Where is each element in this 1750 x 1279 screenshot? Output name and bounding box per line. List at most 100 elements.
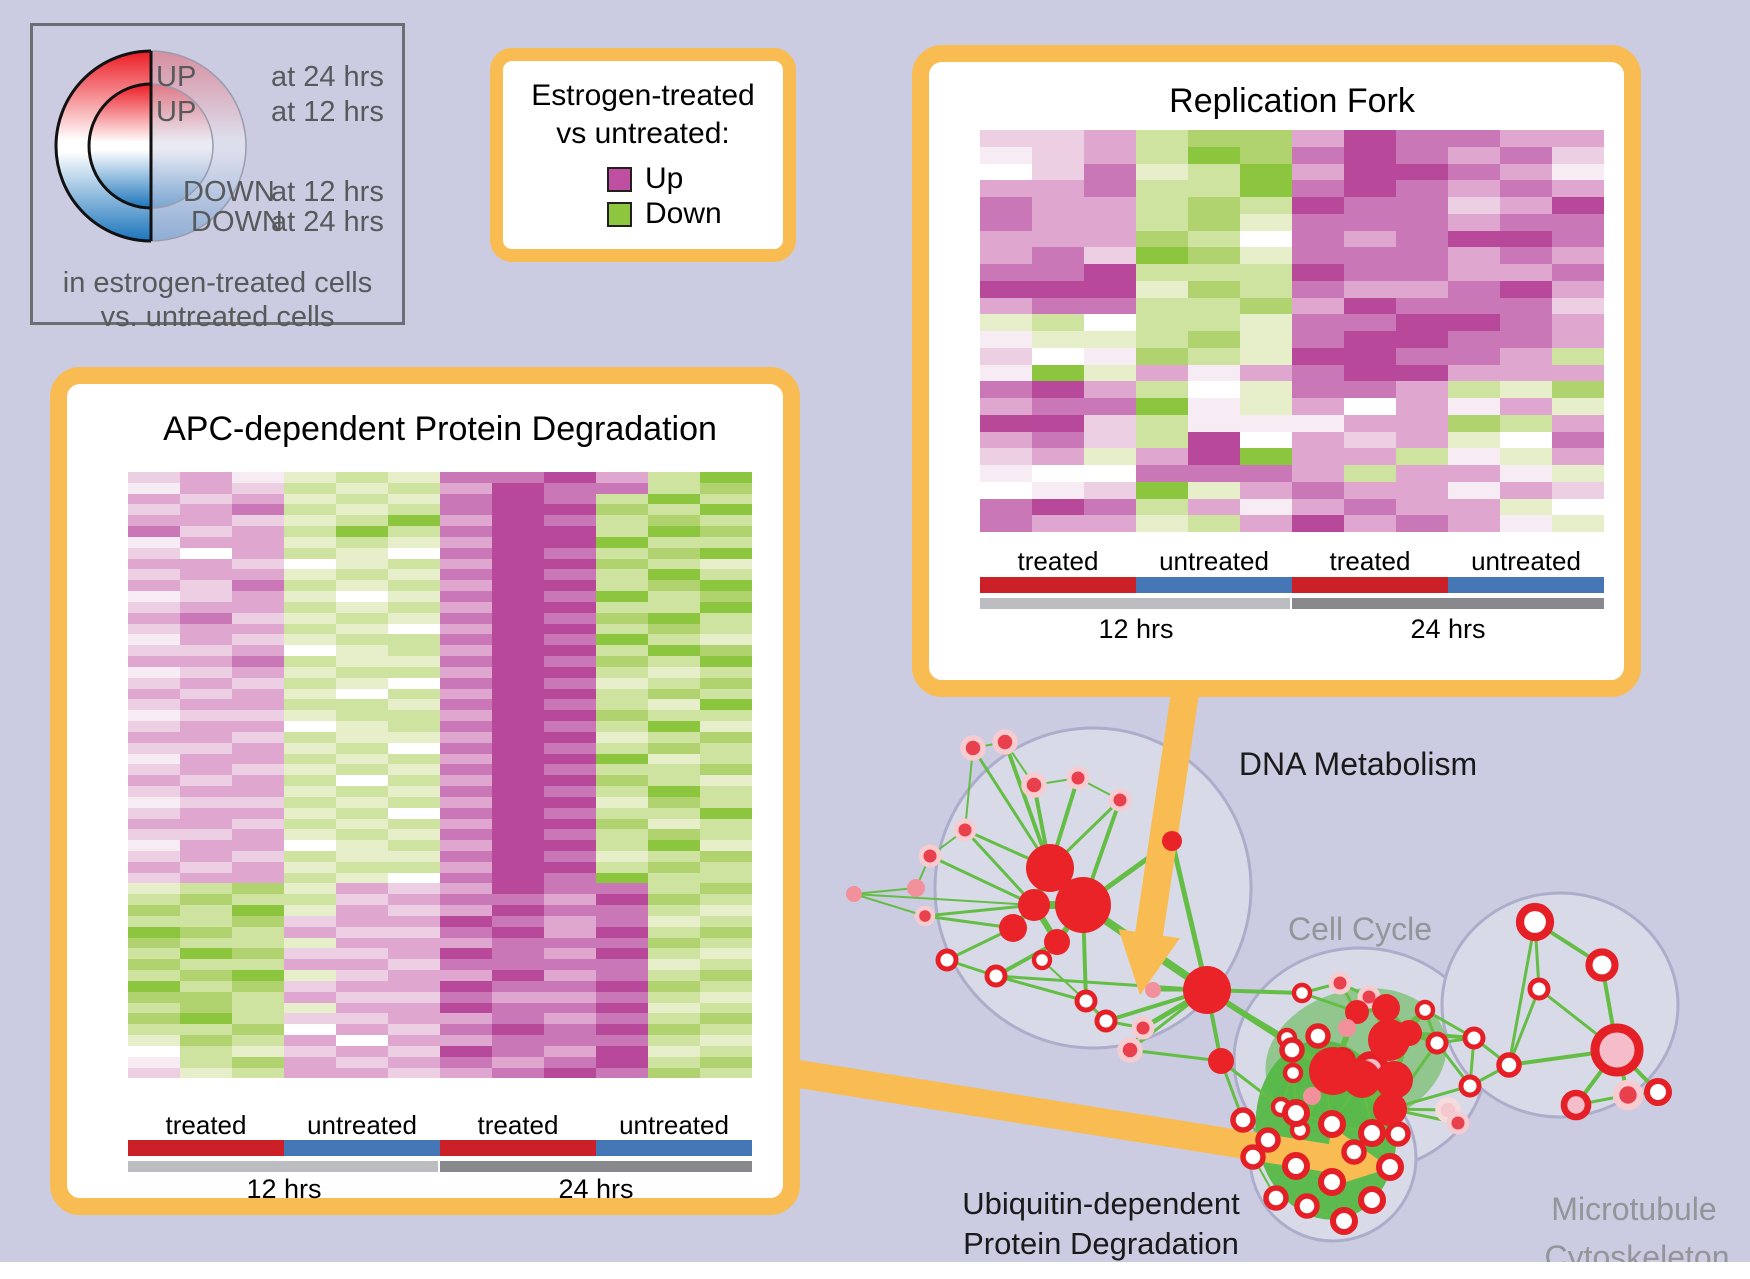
- rf-heatmap-cell: [1136, 314, 1188, 331]
- apc-heatmap-cell: [544, 883, 596, 895]
- rf-heatmap-cell: [980, 515, 1032, 532]
- apc-heatmap-cell: [648, 666, 700, 678]
- apc-heatmap-row: [128, 1002, 752, 1014]
- rf-heatmap-cell: [1396, 230, 1448, 248]
- rf-heatmap-cell: [1032, 431, 1084, 449]
- rf-heatmap-cell: [1344, 146, 1396, 164]
- apc-heatmap-cell: [180, 580, 232, 592]
- apc-heatmap-cell: [440, 980, 492, 992]
- apc-heatmap-cell: [440, 601, 492, 613]
- apc-heatmap-cell: [128, 731, 180, 743]
- apc-heatmap-cell: [336, 970, 388, 981]
- apc-heatmap-row: [128, 515, 752, 527]
- rf-heatmap-cell: [1240, 247, 1292, 264]
- apc-heatmap-cell: [336, 472, 388, 483]
- apc-heatmap-cell: [648, 688, 700, 700]
- apc-heatmap-row: [128, 569, 752, 581]
- apc-heatmap-cell: [180, 710, 232, 722]
- apc-heatmap-cell: [232, 591, 284, 602]
- apc-heatmap-cell: [596, 861, 648, 873]
- rf-heatmap-row: [980, 347, 1604, 365]
- apc-heatmap-cell: [544, 482, 596, 494]
- rf-heatmap-cell: [1188, 515, 1240, 532]
- gene-node-pr: [918, 844, 942, 868]
- rf-heatmap-cell: [980, 364, 1032, 382]
- apc-heatmap-cell: [180, 948, 232, 960]
- apc-heatmap-cell: [388, 515, 440, 527]
- apc-heatmap-cell: [284, 721, 336, 732]
- apc-heatmap-cell: [440, 710, 492, 722]
- rf-heatmap-cell: [1240, 431, 1292, 449]
- gene-node-w: [1094, 1009, 1118, 1033]
- apc-heatmap-cell: [336, 612, 388, 624]
- apc-heatmap-cell: [180, 547, 232, 559]
- apc-heatmap-cell: [180, 829, 232, 841]
- gene-node-r: [1055, 877, 1111, 933]
- apc-heatmap-cell: [128, 591, 180, 602]
- apc-heatmap-cell: [284, 580, 336, 592]
- apc-heatmap-row: [128, 796, 752, 808]
- apc-heatmap-cell: [284, 1056, 336, 1068]
- apc-heatmap-cell: [440, 656, 492, 667]
- gene-node-w: [1240, 1144, 1266, 1170]
- rf-heatmap-row: [980, 230, 1604, 248]
- apc-heatmap-cell: [232, 894, 284, 906]
- apc-heatmap-cell: [128, 1035, 180, 1046]
- gene-node-r: [1026, 844, 1074, 892]
- rf-heatmap-cell: [1500, 130, 1552, 147]
- apc-heatmap-cell: [544, 937, 596, 949]
- down-color-swatch: [607, 202, 632, 227]
- apc-heatmap-cell: [544, 861, 596, 873]
- rf-heatmap-cell: [1344, 314, 1396, 331]
- rf-heatmap-cell: [1396, 314, 1448, 331]
- rf-heatmap-cell: [980, 314, 1032, 331]
- rf-heatmap-cell: [1188, 398, 1240, 415]
- apc-heatmap-cell: [492, 742, 544, 754]
- apc-heatmap-row: [128, 558, 752, 570]
- apc-heatmap-cell: [232, 558, 284, 570]
- apc-heatmap-cell: [596, 948, 648, 960]
- rf-heatmap-cell: [1292, 230, 1344, 248]
- rf-heatmap-cell: [1032, 230, 1084, 248]
- gene-node-pr: [992, 729, 1018, 755]
- apc-heatmap-cell: [336, 905, 388, 916]
- rf-heatmap-cell: [1136, 197, 1188, 214]
- apc-heatmap-cell: [440, 1045, 492, 1057]
- apc-heatmap-cell: [544, 710, 596, 722]
- apc-heatmap-cell: [180, 536, 232, 548]
- rf-heatmap-cell: [1500, 364, 1552, 382]
- apc-heatmap-cell: [336, 807, 388, 819]
- rf-heatmap-cell: [1292, 247, 1344, 264]
- apc-heatmap-cell: [388, 796, 440, 808]
- apc-heatmap-cell: [648, 786, 700, 797]
- apc-heatmap-cell: [492, 894, 544, 906]
- apc-heatmap-cell: [388, 883, 440, 895]
- apc-heatmap-cell: [388, 829, 440, 841]
- rf-heatmap-cell: [1188, 197, 1240, 214]
- rf-heatmap-row: [980, 146, 1604, 164]
- apc-heatmap-row: [128, 818, 752, 830]
- estrogen-legend-box: Estrogen-treated vs untreated: Up Down: [490, 48, 796, 262]
- apc-heatmap-cell: [232, 937, 284, 949]
- apc-heatmap-cell: [700, 569, 752, 581]
- rf-heatmap-cell: [1240, 146, 1292, 164]
- rf-heatmap-cell: [1448, 264, 1500, 281]
- apc-heatmap-cell: [492, 991, 544, 1003]
- apc-heatmap-cell: [492, 547, 544, 559]
- rf-heatmap-cell: [1396, 180, 1448, 197]
- rf-heatmap-row: [980, 297, 1604, 315]
- rf-heatmap-cell: [1552, 146, 1604, 164]
- cluster-label: Microtubule: [1551, 1191, 1716, 1227]
- apc-heatmap-cell: [596, 612, 648, 624]
- apc-heatmap-cell: [284, 710, 336, 722]
- rf-heatmap-cell: [1500, 163, 1552, 181]
- apc-heatmap-cell: [648, 558, 700, 570]
- apc-heatmap-cell: [336, 959, 388, 971]
- apc-heatmap-cell: [388, 980, 440, 992]
- rf-heatmap-cell: [1292, 448, 1344, 465]
- rf-heatmap-cell: [1084, 398, 1136, 415]
- apc-heatmap-cell: [492, 937, 544, 949]
- rf-heatmap-cell: [1240, 297, 1292, 315]
- rf-heatmap-cell: [1552, 431, 1604, 449]
- apc-heatmap-cell: [544, 536, 596, 548]
